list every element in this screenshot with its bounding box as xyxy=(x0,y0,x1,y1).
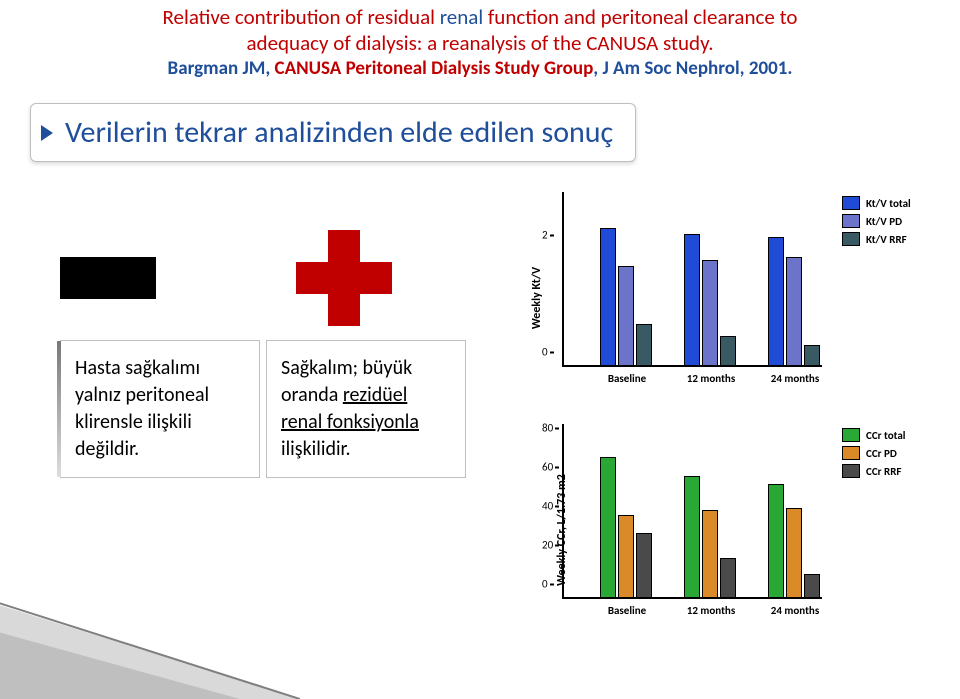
legend-label: Kt/V RRF xyxy=(866,233,907,246)
bars-group xyxy=(768,484,822,597)
chart-ccr: Weekly CCr, L/1.73 m2 020406080Baseline1… xyxy=(502,420,932,640)
textbox-line: Sağkalım; büyük xyxy=(281,355,451,382)
y-tick: 0 xyxy=(542,578,548,591)
bar xyxy=(702,510,718,598)
decorative-wedge xyxy=(0,519,300,699)
minus-icon xyxy=(60,257,156,299)
slide-header: Relative contribution of residual renal … xyxy=(0,0,960,89)
bars-group xyxy=(684,234,738,365)
bars-group xyxy=(600,228,654,365)
bars-group xyxy=(768,237,822,365)
chart2-legend: CCr total CCr PD CCr RRF xyxy=(842,428,932,482)
bar xyxy=(720,558,736,597)
x-category: 24 months xyxy=(771,604,819,617)
bar xyxy=(786,508,802,597)
legend-swatch xyxy=(842,446,860,460)
legend-item: CCr total xyxy=(842,428,932,442)
legend-label: CCr PD xyxy=(866,447,897,460)
legend-label: Kt/V total xyxy=(866,197,911,210)
bar xyxy=(702,260,718,365)
textbox-left: Hasta sağkalımıyalnız peritonealklirensl… xyxy=(60,340,260,478)
textbox-line: oranda rezidüel xyxy=(281,382,451,409)
bar xyxy=(768,484,784,597)
bar xyxy=(786,257,802,365)
x-category: Baseline xyxy=(608,372,646,385)
legend-item: Kt/V RRF xyxy=(842,232,932,246)
x-category: 12 months xyxy=(687,604,735,617)
chart1-legend: Kt/V total Kt/V PD Kt/V RRF xyxy=(842,196,932,250)
chart1-ylabel: Weekly Kt/V xyxy=(530,267,544,329)
bar xyxy=(768,237,784,365)
callout-box: Verilerin tekrar analizinden elde edilen… xyxy=(30,103,636,162)
textbox-line: Hasta sağkalımı xyxy=(75,355,245,382)
icons-row xyxy=(60,230,460,326)
bar xyxy=(618,266,634,365)
x-category: 24 months xyxy=(771,372,819,385)
textbox-line: değildir. xyxy=(75,436,245,463)
chart2-plot: 020406080Baseline12 months24 months xyxy=(562,424,822,599)
title-line1: Relative contribution of residual renal … xyxy=(40,4,920,30)
legend-swatch xyxy=(842,232,860,246)
legend-item: CCr RRF xyxy=(842,464,932,478)
legend-swatch xyxy=(842,214,860,228)
y-tick: 40 xyxy=(542,500,553,513)
bar xyxy=(720,336,736,365)
x-category: 12 months xyxy=(687,372,735,385)
bar xyxy=(684,476,700,597)
text-pair: Hasta sağkalımıyalnız peritonealklirensl… xyxy=(60,340,466,478)
bars-group xyxy=(684,476,738,597)
bars-group xyxy=(600,457,654,597)
bar xyxy=(684,234,700,365)
bar xyxy=(600,228,616,365)
y-tick: 60 xyxy=(542,461,553,474)
chart-ktv: Weekly Kt/V 02Baseline12 months24 months… xyxy=(502,188,932,408)
legend-item: CCr PD xyxy=(842,446,932,460)
bar xyxy=(804,574,820,597)
bar xyxy=(636,324,652,365)
textbox-line: renal fonksiyonla xyxy=(281,409,451,436)
textbox-right: Sağkalım; büyükoranda rezidüelrenal fonk… xyxy=(266,340,466,478)
callout-arrow-icon xyxy=(41,125,53,141)
y-tick: 2 xyxy=(542,229,548,242)
legend-swatch xyxy=(842,464,860,478)
y-tick: 20 xyxy=(542,539,553,552)
legend-swatch xyxy=(842,196,860,210)
citation: Bargman JM, CANUSA Peritoneal Dialysis S… xyxy=(40,57,920,82)
legend-swatch xyxy=(842,428,860,442)
callout-text: Verilerin tekrar analizinden elde edilen… xyxy=(65,114,613,151)
legend-item: Kt/V total xyxy=(842,196,932,210)
textbox-line: klirensle ilişkili xyxy=(75,409,245,436)
bar xyxy=(804,345,820,365)
legend-label: Kt/V PD xyxy=(866,215,902,228)
charts-area: Weekly Kt/V 02Baseline12 months24 months… xyxy=(502,188,932,652)
textbox-line: yalnız peritoneal xyxy=(75,382,245,409)
legend-label: CCr total xyxy=(866,429,906,442)
plus-icon xyxy=(296,230,392,326)
legend-item: Kt/V PD xyxy=(842,214,932,228)
textbox-line: ilişkilidir. xyxy=(281,436,451,463)
y-tick: 80 xyxy=(542,422,553,435)
legend-label: CCr RRF xyxy=(866,465,901,478)
bar xyxy=(636,533,652,597)
y-tick: 0 xyxy=(542,346,548,359)
x-category: Baseline xyxy=(608,604,646,617)
chart1-plot: 02Baseline12 months24 months xyxy=(562,192,822,367)
title-line2: adequacy of dialysis: a reanalysis of th… xyxy=(40,30,920,56)
bar xyxy=(618,515,634,597)
bar xyxy=(600,457,616,597)
